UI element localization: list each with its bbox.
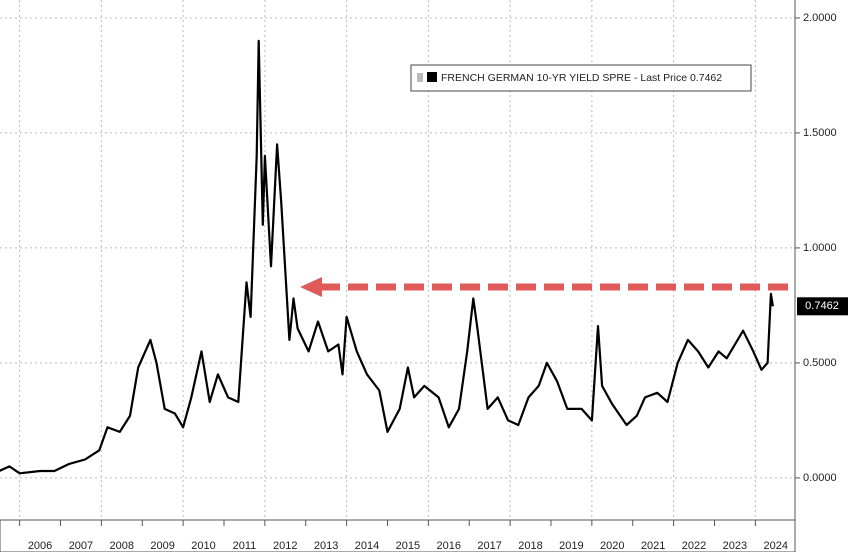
x-tick-label: 2011 <box>233 540 257 552</box>
y-tick-label: 0.5000 <box>803 357 837 369</box>
series-line <box>0 39 774 475</box>
x-tick-label: 2024 <box>764 540 788 552</box>
x-tick-label: 2010 <box>191 540 215 552</box>
x-tick-label: 2019 <box>559 540 583 552</box>
x-tick-label: 2008 <box>110 540 134 552</box>
x-tick-label: 2020 <box>600 540 624 552</box>
legend-icon <box>417 73 423 82</box>
x-tick-label: 2021 <box>641 540 665 552</box>
x-tick-label: 2013 <box>314 540 338 552</box>
y-tick-label: 1.5000 <box>803 127 837 139</box>
legend: FRENCH GERMAN 10-YR YIELD SPRE - Last Pr… <box>410 64 752 92</box>
legend-price-label: - Last Price <box>634 72 687 84</box>
x-tick-label: 2014 <box>355 540 379 552</box>
x-tick-label: 2006 <box>28 540 52 552</box>
legend-box <box>410 64 752 92</box>
legend-price: 0.7462 <box>690 72 722 84</box>
x-axis-strip <box>0 519 796 552</box>
legend-series-name: FRENCH GERMAN 10-YR YIELD SPRE <box>441 72 631 84</box>
last-price-tag <box>797 297 848 316</box>
x-tick-label: 2009 <box>150 540 174 552</box>
y-tick-label: 2.0000 <box>803 12 837 24</box>
x-tick-label: 2023 <box>723 540 747 552</box>
x-tick-label: 2017 <box>477 540 501 552</box>
x-tick-label: 2018 <box>518 540 542 552</box>
annotation-arrow <box>300 277 788 297</box>
last-price-label: 0.7462 <box>805 300 839 312</box>
x-tick-label: 2012 <box>273 540 297 552</box>
x-tick-label: 2007 <box>69 540 93 552</box>
x-tick-label: 2022 <box>682 540 706 552</box>
x-tick-label: 2016 <box>437 540 461 552</box>
y-tick-label: 1.0000 <box>803 242 837 254</box>
x-tick-label: 2015 <box>396 540 420 552</box>
arrow-head <box>300 277 322 297</box>
legend-swatch <box>427 72 437 82</box>
y-tick-label: 0.0000 <box>803 472 837 484</box>
legend-label: FRENCH GERMAN 10-YR YIELD SPRE - Last Pr… <box>441 72 722 84</box>
